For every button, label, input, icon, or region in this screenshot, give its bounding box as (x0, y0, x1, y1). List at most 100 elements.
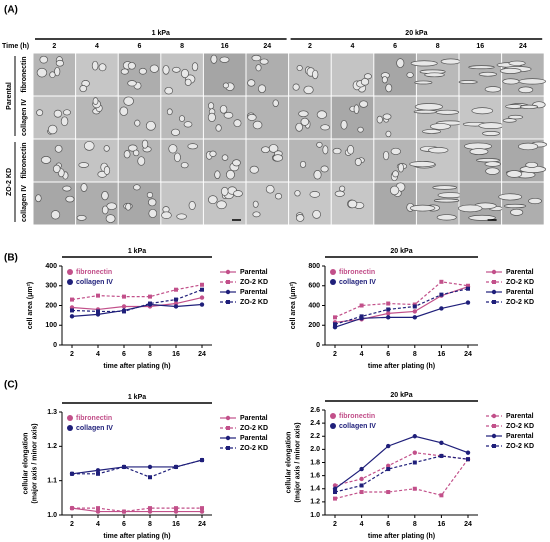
group-label: collagen IV (76, 279, 113, 286)
cell (320, 165, 329, 173)
panel-label: (C) (4, 380, 18, 391)
cell (184, 78, 192, 86)
cell (53, 164, 61, 173)
cell (340, 120, 348, 130)
cell (65, 195, 75, 203)
cell (119, 106, 129, 116)
cell (385, 130, 392, 138)
point (174, 464, 178, 469)
cell (83, 141, 95, 151)
series-line (334, 458, 469, 500)
point (200, 282, 204, 287)
cell (359, 100, 369, 108)
point (412, 486, 417, 491)
cell (208, 195, 218, 205)
cell (120, 68, 129, 75)
y-tick-label: 2.0 (310, 446, 320, 453)
cell (54, 66, 61, 77)
cell (424, 72, 445, 78)
group-marker (330, 269, 336, 275)
cell (35, 194, 42, 203)
y-axis-label: (major axis / minor axis) (294, 422, 301, 502)
point (199, 509, 205, 514)
group-marker (67, 415, 73, 421)
cell (40, 156, 52, 164)
cell (251, 54, 262, 62)
micrograph (33, 139, 76, 182)
legend-label: ZO-2 KD (506, 443, 534, 450)
x-axis-label: time after plating (h) (103, 533, 170, 540)
series-line (334, 281, 469, 318)
cell (376, 115, 383, 124)
legend-marker (492, 280, 496, 284)
series-line (71, 507, 202, 513)
cell (101, 191, 109, 201)
cell (316, 141, 323, 148)
time-label: 4 (351, 43, 355, 50)
coating-label: collagen IV (21, 99, 28, 136)
point (96, 309, 100, 314)
cell (191, 62, 199, 72)
y-tick-label: 1.4 (310, 486, 320, 493)
cell (274, 193, 283, 200)
point (122, 294, 126, 299)
cell (292, 83, 300, 91)
legend-label: ZO-2 KD (240, 279, 268, 286)
time-label: 2 (308, 43, 312, 50)
coating-label: fibronectin (21, 142, 28, 178)
y-axis-label: cell area (μm²) (27, 282, 34, 329)
micrograph (76, 139, 118, 182)
cell (458, 80, 478, 84)
legend-label: Parental (506, 269, 534, 276)
cell (294, 190, 301, 197)
y-tick-label: 0 (316, 342, 320, 349)
cell (53, 109, 63, 118)
time-label: 2 (52, 43, 56, 50)
group-label: Parental (6, 82, 13, 110)
point (70, 506, 74, 511)
cell (133, 149, 140, 157)
point (173, 509, 179, 514)
point (174, 506, 178, 511)
series-line (71, 297, 203, 311)
cell (397, 163, 404, 173)
coating-label: collagen IV (21, 185, 28, 222)
cell (55, 59, 65, 67)
cell (360, 78, 370, 86)
cell (396, 58, 405, 68)
cell (148, 208, 158, 218)
y-tick-label: 1.0 (310, 512, 320, 519)
x-tick-label: 8 (413, 351, 417, 358)
cell (209, 150, 217, 157)
point (70, 471, 74, 476)
cell (127, 144, 138, 152)
y-tick-label: 2.6 (310, 407, 320, 414)
group-label: ZO-2 KD (6, 168, 13, 196)
point (386, 311, 391, 316)
cell (518, 86, 534, 94)
cell (430, 123, 451, 130)
cell (428, 147, 449, 154)
cell (166, 108, 173, 116)
point (412, 315, 417, 320)
y-tick-label: 200 (308, 322, 320, 329)
cell (296, 65, 303, 72)
cell (468, 65, 495, 70)
legend-marker (225, 435, 231, 441)
x-tick-label: 16 (438, 351, 446, 358)
y-tick-label: 1.3 (47, 409, 57, 416)
cell (506, 170, 523, 178)
cell (457, 204, 483, 213)
legend-marker (226, 426, 230, 430)
group-marker (67, 279, 73, 285)
point (439, 292, 444, 297)
x-tick-label: 16 (172, 351, 180, 358)
cell (76, 214, 87, 221)
legend-label: ZO-2 KD (240, 445, 268, 452)
group-marker (67, 425, 73, 431)
point (386, 490, 391, 495)
cell (265, 184, 275, 194)
time-label: 8 (436, 43, 440, 50)
x-tick-label: 24 (464, 351, 472, 358)
x-tick-label: 8 (413, 521, 417, 528)
